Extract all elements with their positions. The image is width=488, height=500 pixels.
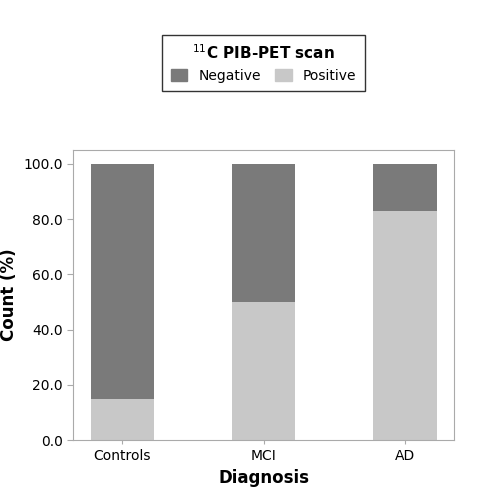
- Bar: [373, 164, 437, 211]
- Bar: [232, 302, 295, 440]
- Bar: [90, 398, 154, 440]
- Y-axis label: Count (%): Count (%): [0, 248, 18, 342]
- Legend: Negative, Positive: Negative, Positive: [163, 34, 365, 91]
- Bar: [232, 164, 295, 302]
- Bar: [90, 164, 154, 398]
- Bar: [373, 211, 437, 440]
- X-axis label: Diagnosis: Diagnosis: [218, 468, 309, 486]
